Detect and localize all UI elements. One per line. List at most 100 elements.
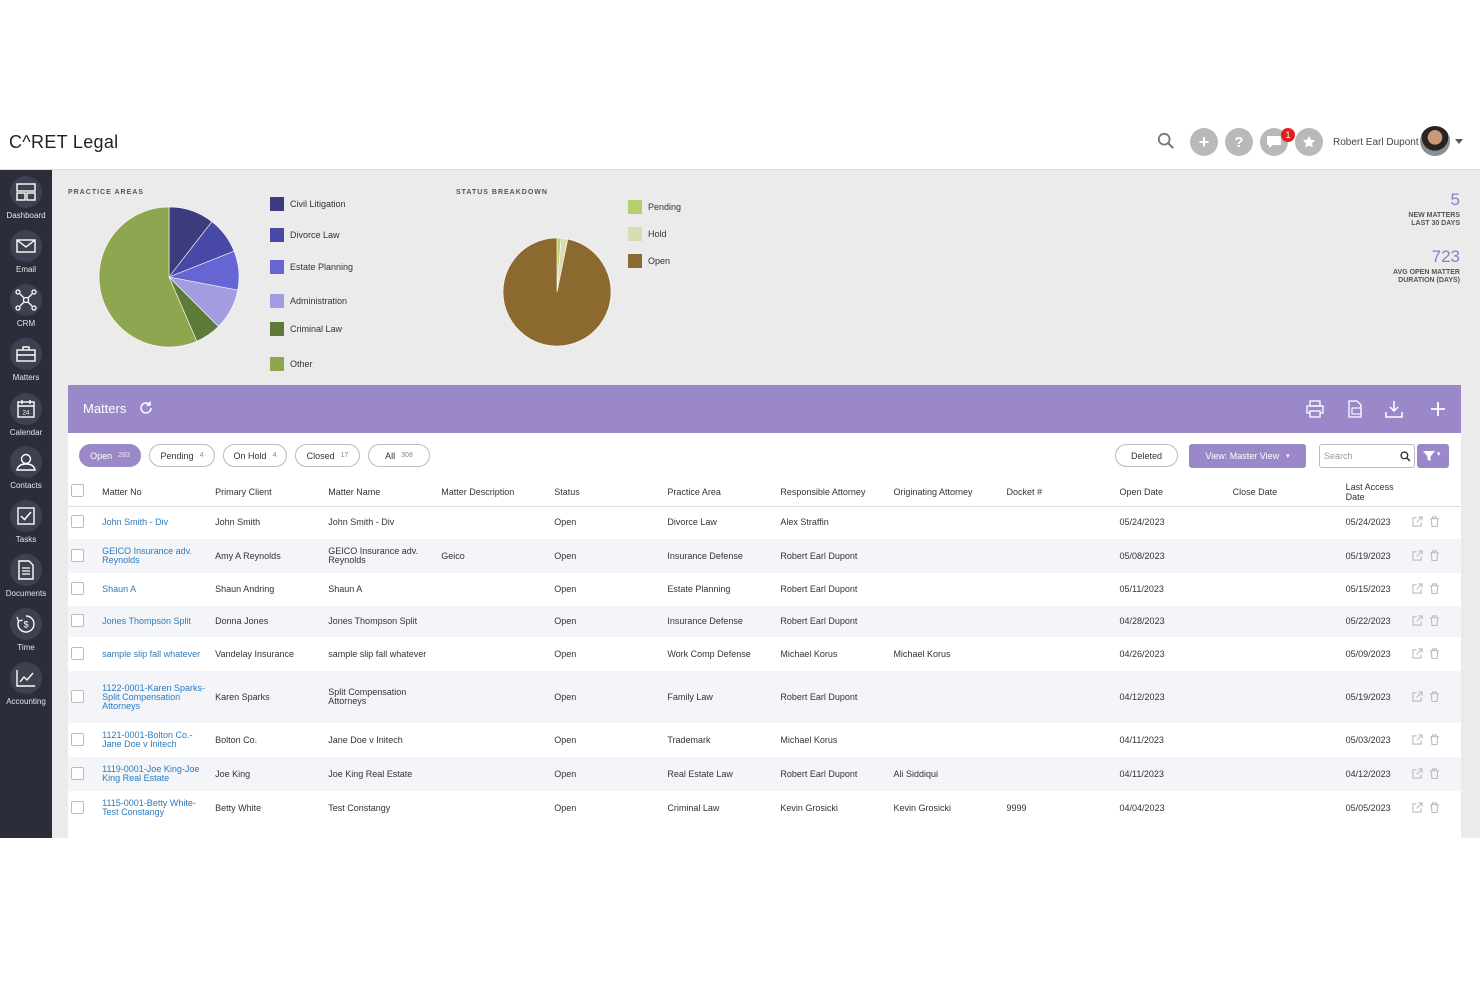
column-header[interactable]: Matter No	[99, 478, 213, 507]
table-row[interactable]: John Smith - Div John Smith John Smith - D…	[68, 506, 1461, 539]
select-all-checkbox[interactable]	[71, 484, 84, 498]
row-checkbox[interactable]	[71, 689, 84, 703]
matter-link[interactable]: John Smith - Div	[102, 517, 169, 528]
refresh-icon[interactable]	[139, 401, 153, 415]
row-checkbox[interactable]	[71, 582, 84, 595]
sidebar-item-time[interactable]: $ Time	[0, 606, 52, 660]
table-row[interactable]: 1119-0001-Joe King-Joe King Real Estate J…	[68, 757, 1461, 791]
table-row[interactable]: Jones Thompson Split Donna Jones Jones Tho…	[68, 606, 1461, 637]
column-header[interactable]: Responsible Attorney	[777, 478, 891, 507]
sidebar-item-email[interactable]: Email	[0, 228, 52, 282]
print-icon[interactable]	[1305, 399, 1325, 419]
column-header[interactable]: Matter Name	[325, 478, 439, 507]
filter-closed[interactable]: Closed 17	[295, 444, 360, 467]
legend-item-practice_areas[interactable]: Estate Planning	[270, 260, 353, 274]
status-breakdown-pie[interactable]	[502, 237, 612, 347]
pie-slice-open[interactable]	[502, 237, 612, 347]
view-selector-button[interactable]: View: Master View ▾	[1189, 444, 1306, 468]
table-row[interactable]: GEICO Insurance adv. Reynolds Amy A Reyno…	[68, 539, 1461, 573]
column-header[interactable]: Open Date	[1116, 478, 1230, 507]
search-icon[interactable]	[1400, 451, 1411, 462]
sidebar-item-documents[interactable]: Documents	[0, 552, 52, 606]
user-name[interactable]: Robert Earl Dupont	[1333, 137, 1419, 148]
matter-link[interactable]: 1121-0001-Bolton Co.-Jane Doe v Initech	[102, 730, 193, 749]
legend-item-practice_areas[interactable]: Administration	[270, 294, 347, 308]
trash-icon[interactable]	[1429, 767, 1440, 779]
row-checkbox[interactable]	[71, 614, 84, 627]
legend-item-status_breakdown[interactable]: Open	[628, 254, 670, 268]
avatar[interactable]	[1420, 126, 1450, 156]
legend-item-practice_areas[interactable]: Civil Litigation	[270, 197, 346, 211]
matter-link[interactable]: 1115-0001-Betty White-Test Constangy	[102, 798, 196, 817]
legend-item-practice_areas[interactable]: Divorce Law	[270, 228, 340, 242]
deleted-button[interactable]: Deleted	[1115, 444, 1178, 467]
legend-item-practice_areas[interactable]: Criminal Law	[270, 322, 342, 336]
table-row[interactable]: 1122-0001-Karen Sparks-Split Compensatio…	[68, 671, 1461, 723]
filter-open[interactable]: Open 283	[79, 444, 141, 467]
matter-link[interactable]: GEICO Insurance adv. Reynolds	[102, 546, 192, 565]
open-external-icon[interactable]	[1412, 647, 1423, 659]
column-header[interactable]: Status	[551, 478, 665, 507]
row-checkbox[interactable]	[71, 732, 84, 746]
open-external-icon[interactable]	[1412, 516, 1423, 527]
chevron-down-icon[interactable]	[1455, 139, 1463, 144]
legend-item-practice_areas[interactable]: Other	[270, 357, 313, 371]
filter-on-hold[interactable]: On Hold 4	[223, 444, 287, 467]
open-external-icon[interactable]	[1412, 767, 1423, 779]
filter-all[interactable]: All 308	[368, 444, 430, 467]
matter-link[interactable]: 1119-0001-Joe King-Joe King Real Estate	[102, 764, 200, 783]
table-row[interactable]: Shaun A Shaun Andring Shaun A Open Estate Pl…	[68, 573, 1461, 606]
row-checkbox[interactable]	[71, 766, 84, 780]
column-header[interactable]: Docket #	[1003, 478, 1117, 507]
star-icon[interactable]	[1295, 128, 1323, 156]
matter-link[interactable]: sample slip fall whatever	[102, 648, 201, 659]
search-input[interactable]: Search	[1319, 444, 1415, 468]
open-external-icon[interactable]	[1412, 690, 1423, 702]
column-header[interactable]: Close Date	[1229, 478, 1343, 507]
practice-areas-pie[interactable]	[98, 206, 240, 348]
row-checkbox[interactable]	[71, 515, 84, 529]
add-icon[interactable]: +	[1190, 128, 1218, 156]
help-icon[interactable]: ?	[1225, 128, 1253, 156]
row-checkbox[interactable]	[71, 800, 84, 814]
legend-item-status_breakdown[interactable]: Pending	[628, 200, 681, 214]
column-header[interactable]: Practice Area	[664, 478, 778, 507]
app-logo[interactable]: C^RET Legal	[9, 132, 119, 152]
sidebar-item-contacts[interactable]: Contacts	[0, 444, 52, 498]
row-checkbox[interactable]	[71, 548, 84, 562]
legend-item-status_breakdown[interactable]: Hold	[628, 227, 667, 241]
column-header[interactable]: Primary Client	[212, 478, 326, 507]
trash-icon[interactable]	[1429, 647, 1440, 659]
open-external-icon[interactable]	[1412, 549, 1423, 561]
table-row[interactable]: 1115-0001-Betty White-Test Constangy Bett…	[68, 791, 1461, 825]
sidebar-item-matters[interactable]: Matters	[0, 336, 52, 390]
export-pdf-icon[interactable]	[1345, 399, 1365, 419]
trash-icon[interactable]	[1429, 615, 1440, 626]
sidebar-item-dashboard[interactable]: Dashboard	[0, 174, 52, 228]
sidebar-item-accounting[interactable]: Accounting	[0, 660, 52, 714]
add-matter-icon[interactable]	[1428, 399, 1448, 419]
open-external-icon[interactable]	[1412, 801, 1423, 813]
trash-icon[interactable]	[1429, 583, 1440, 594]
filter-button[interactable]: ▾	[1417, 444, 1449, 468]
filter-pending[interactable]: Pending 4	[149, 444, 215, 467]
trash-icon[interactable]	[1429, 801, 1440, 813]
trash-icon[interactable]	[1429, 733, 1440, 745]
search-icon[interactable]	[1157, 132, 1175, 150]
open-external-icon[interactable]	[1412, 615, 1423, 626]
trash-icon[interactable]	[1429, 516, 1440, 528]
table-row[interactable]: 1121-0001-Bolton Co.-Jane Doe v Initech B…	[68, 723, 1461, 757]
table-row[interactable]: sample slip fall whatever Vandelay Insura…	[68, 637, 1461, 671]
sidebar-item-tasks[interactable]: Tasks	[0, 498, 52, 552]
pie-slice-other[interactable]	[98, 206, 198, 348]
column-header[interactable]: Originating Attorney	[890, 478, 1004, 507]
column-header[interactable]: Matter Description	[438, 478, 552, 507]
matter-link[interactable]: 1122-0001-Karen Sparks-Split Compensatio…	[102, 682, 206, 711]
download-icon[interactable]	[1384, 399, 1404, 419]
column-header[interactable]: Last Access Date	[1342, 478, 1409, 507]
open-external-icon[interactable]	[1412, 583, 1423, 594]
matter-link[interactable]: Shaun A	[102, 584, 137, 594]
trash-icon[interactable]	[1429, 690, 1440, 702]
trash-icon[interactable]	[1429, 549, 1440, 561]
row-checkbox[interactable]	[71, 646, 84, 660]
